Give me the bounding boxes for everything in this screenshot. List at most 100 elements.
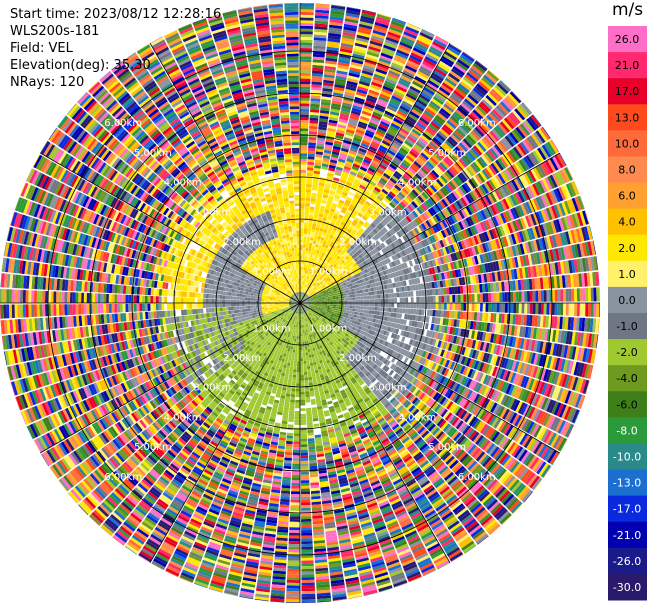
velocity-bin	[327, 266, 332, 270]
velocity-bin	[362, 177, 370, 183]
velocity-bin	[300, 167, 307, 171]
velocity-bin	[415, 309, 419, 315]
velocity-bin	[302, 292, 304, 296]
velocity-bin	[402, 70, 415, 78]
velocity-bin	[596, 287, 600, 302]
velocity-bin	[434, 67, 447, 77]
velocity-bin	[546, 289, 550, 302]
velocity-bin	[300, 206, 305, 209]
velocity-bin	[351, 250, 356, 255]
velocity-bin	[336, 228, 342, 234]
velocity-bin	[504, 303, 508, 313]
velocity-bin	[401, 36, 415, 45]
velocity-bin	[327, 239, 332, 244]
velocity-bin	[300, 3, 315, 4]
velocity-bin	[315, 227, 320, 231]
velocity-bin	[354, 246, 360, 251]
velocity-bin	[308, 290, 312, 293]
velocity-bin	[418, 68, 431, 77]
velocity-bin	[415, 42, 429, 51]
velocity-bin	[328, 164, 336, 169]
velocity-bin	[337, 249, 342, 254]
velocity-bin	[354, 217, 360, 222]
velocity-bin	[375, 130, 385, 138]
velocity-bin	[318, 123, 328, 128]
velocity-bin	[300, 214, 305, 218]
velocity-bin	[396, 303, 400, 308]
velocity-bin	[302, 289, 305, 293]
velocity-bin	[321, 234, 326, 239]
velocity-bin	[303, 292, 305, 296]
velocity-bin	[426, 309, 431, 316]
velocity-bin	[350, 314, 355, 318]
velocity-bin	[314, 26, 328, 30]
velocity-bin	[496, 82, 509, 95]
velocity-bin	[309, 209, 315, 213]
velocity-bin	[303, 286, 306, 290]
velocity-bin	[374, 71, 387, 78]
velocity-bin	[371, 291, 375, 296]
velocity-bin	[307, 289, 310, 292]
velocity-bin	[300, 84, 311, 87]
velocity-bin	[382, 294, 386, 299]
velocity-bin	[426, 105, 438, 114]
velocity-bin	[368, 310, 372, 314]
velocity-bin	[309, 114, 319, 119]
velocity-bin	[346, 297, 350, 301]
velocity-bin	[353, 241, 359, 246]
velocity-bin	[317, 266, 321, 270]
velocity-bin	[338, 158, 346, 163]
velocity-bin	[364, 221, 371, 227]
velocity-bin	[335, 304, 339, 307]
velocity-bin	[422, 89, 434, 98]
velocity-bin	[311, 266, 314, 270]
velocity-bin	[449, 94, 462, 104]
velocity-bin	[359, 312, 363, 316]
velocity-bin	[380, 303, 384, 307]
velocity-bin	[351, 184, 359, 190]
velocity-bin	[339, 179, 347, 184]
velocity-bin	[405, 303, 409, 309]
velocity-bin	[582, 303, 586, 317]
velocity-bin	[347, 123, 357, 129]
velocity-bin	[327, 258, 331, 263]
velocity-bin	[344, 21, 358, 27]
velocity-bin	[379, 190, 387, 197]
velocity-bin	[303, 269, 305, 273]
velocity-bin	[388, 293, 392, 298]
velocity-bin	[372, 228, 378, 234]
velocity-bin	[373, 290, 378, 295]
velocity-bin	[312, 252, 316, 256]
velocity-bin	[306, 285, 309, 289]
velocity-bin	[315, 285, 319, 289]
velocity-bin	[415, 173, 423, 181]
velocity-bin	[307, 265, 310, 269]
velocity-bin	[376, 149, 386, 157]
velocity-bin	[339, 51, 352, 56]
velocity-bin	[366, 299, 370, 303]
velocity-bin	[324, 63, 337, 68]
velocity-bin	[301, 292, 303, 295]
velocity-bin	[311, 246, 315, 250]
velocity-bin	[408, 57, 421, 66]
velocity-bin	[357, 31, 371, 38]
velocity-bin	[446, 303, 450, 311]
velocity-bin	[351, 59, 364, 65]
velocity-bin	[333, 304, 336, 307]
velocity-bin	[329, 114, 339, 119]
velocity-bin	[330, 8, 345, 13]
velocity-bin	[399, 308, 403, 314]
velocity-bin	[314, 246, 318, 251]
velocity-bin	[336, 129, 345, 135]
velocity-bin	[478, 103, 490, 114]
velocity-bin	[315, 274, 318, 278]
velocity-bin	[333, 212, 339, 217]
velocity-bin	[344, 91, 355, 97]
velocity-bin	[398, 80, 410, 88]
velocity-bin	[333, 259, 337, 264]
velocity-bin	[399, 164, 408, 171]
velocity-bin	[419, 32, 434, 41]
velocity-bin	[302, 295, 304, 298]
velocity-bin	[349, 305, 353, 309]
velocity-bin	[328, 30, 342, 35]
